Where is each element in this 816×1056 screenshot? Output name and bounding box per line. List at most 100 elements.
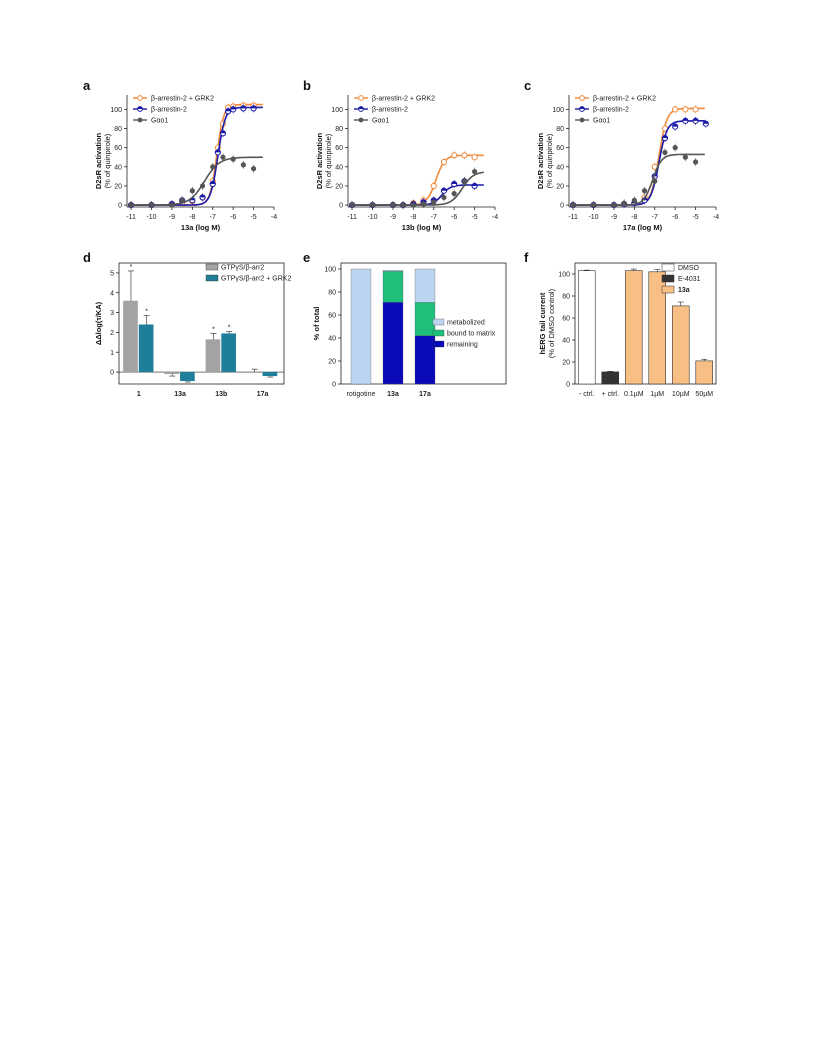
y-axis-label: ΔΔlog(τ/KA): [94, 301, 103, 345]
y-tick-label: 0: [339, 203, 343, 210]
bar-segment: [382, 271, 404, 303]
y-tick-label: 40: [562, 338, 570, 345]
data-point: [461, 152, 468, 159]
data-point: [189, 188, 195, 194]
data-point-half: [682, 118, 688, 121]
legend-label: β-arrestin-2: [151, 107, 187, 114]
y-axis-label: hERG tail current: [538, 292, 547, 354]
data-point: [349, 202, 355, 208]
data-point: [240, 162, 246, 168]
data-point: [570, 202, 576, 208]
legend-marker: [358, 117, 364, 123]
data-point-half: [225, 108, 231, 112]
fit-curve: [573, 120, 705, 206]
y-tick-label: 3: [110, 310, 114, 317]
bar-segment: [414, 335, 436, 385]
legend-marker: [579, 117, 585, 123]
x-tick-label: rotigotine: [347, 391, 376, 398]
x-tick-label: -11: [347, 214, 357, 221]
y-axis-sublabel: (% of DMSO control): [547, 288, 556, 358]
data-point: [631, 197, 637, 203]
panel-d: d 0 1 2 3 4 5 ΔΔlog(τ/KA) 1 13a 13b 17a * * * * GTPγS/β-…: [83, 250, 291, 398]
panel-letter: b: [303, 78, 311, 93]
legend-swatch: [661, 285, 675, 294]
x-axis-label: 13b (log M): [402, 223, 442, 232]
fit-curve: [573, 153, 705, 206]
legend-marker-half: [579, 106, 585, 109]
legend-swatch: [432, 340, 445, 348]
x-tick-label: -10: [588, 214, 598, 221]
x-tick-label: 13b: [215, 391, 227, 398]
fit-curve: [352, 171, 484, 206]
y-tick-label: 2: [110, 330, 114, 337]
legend-label: β-arrestin-2: [372, 107, 408, 114]
legend-swatch: [205, 274, 219, 282]
data-point: [400, 202, 406, 208]
data-point-half: [692, 118, 699, 121]
x-tick-label: -6: [672, 214, 678, 221]
panel-letter: a: [83, 78, 91, 93]
y-tick-label: 100: [324, 267, 336, 274]
data-point: [471, 154, 478, 161]
y-axis-sublabel: (% of quinpirole): [545, 133, 554, 188]
bar-segment: [414, 302, 436, 336]
legend-marker: [579, 95, 585, 101]
data-point: [128, 202, 134, 208]
x-tick-label: -5: [692, 214, 698, 221]
data-point-half: [220, 130, 226, 134]
y-tick-label: 60: [562, 316, 570, 323]
legend-label: DMSO: [678, 265, 700, 272]
y-tick-label: 60: [335, 145, 343, 152]
data-point: [451, 190, 457, 197]
x-tick-label: 13a: [174, 391, 186, 398]
legend-swatch: [661, 263, 675, 272]
y-tick-label: 20: [328, 359, 336, 366]
data-point-half: [250, 105, 257, 109]
x-tick-label: 50µM: [695, 391, 713, 398]
legend-label: metabolized: [447, 320, 485, 327]
y-tick-label: 80: [556, 126, 564, 133]
data-point: [471, 168, 478, 175]
y-tick-label: 0: [110, 370, 114, 377]
x-tick-label: -6: [230, 214, 236, 221]
legend-marker: [358, 95, 364, 101]
y-tick-label: 80: [114, 126, 122, 133]
x-tick-label: + ctrl.: [602, 391, 619, 398]
data-point: [390, 202, 396, 208]
x-tick-label: -11: [568, 214, 578, 221]
y-tick-label: 40: [328, 336, 336, 343]
legend-marker: [137, 95, 143, 101]
data-point-half: [240, 105, 246, 109]
bar: [205, 339, 221, 373]
data-point-half: [199, 194, 206, 198]
data-point: [220, 154, 226, 160]
legend-marker-half: [358, 106, 364, 109]
panel-letter: e: [303, 250, 310, 265]
data-point: [682, 154, 688, 160]
data-point: [148, 202, 155, 208]
bar-segment: [350, 268, 372, 385]
x-tick-label: -9: [169, 214, 175, 221]
legend-label: bound to matrix: [447, 331, 496, 338]
x-tick-label: -8: [410, 214, 416, 221]
data-point: [431, 199, 437, 205]
data-point-half: [210, 181, 216, 185]
x-tick-label: -4: [492, 214, 498, 221]
data-point: [440, 158, 448, 166]
bar-segment: [414, 268, 436, 303]
plot-frame: [118, 262, 285, 385]
y-tick-label: 60: [328, 313, 336, 320]
x-tick-label: 10µM: [672, 391, 690, 398]
y-tick-label: 4: [110, 290, 114, 297]
significance-marker: *: [130, 264, 133, 271]
legend-label: GTPγS/β-arr2 + GRK2: [221, 276, 291, 283]
bar: [577, 270, 596, 385]
x-tick-label: 17a: [419, 391, 431, 398]
x-tick-label: -7: [210, 214, 216, 221]
data-point-half: [703, 121, 709, 124]
y-tick-label: 0: [560, 203, 564, 210]
data-point-half: [471, 183, 478, 186]
x-tick-label: 1µM: [650, 391, 664, 398]
data-point-half: [672, 123, 678, 127]
data-point: [420, 201, 427, 207]
